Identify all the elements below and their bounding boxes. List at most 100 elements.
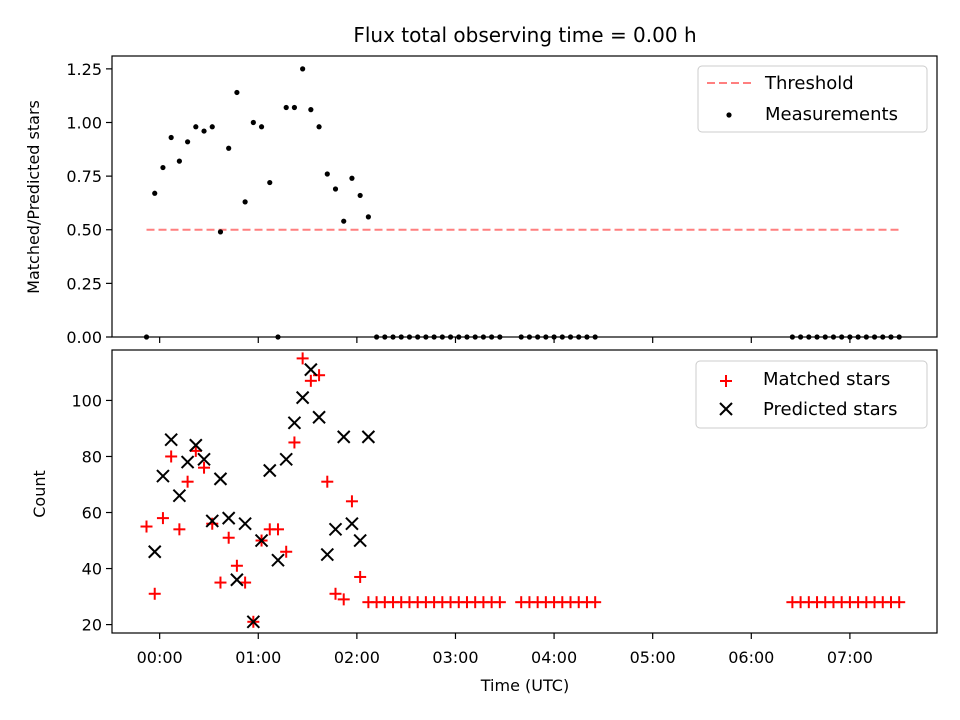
measurement-point bbox=[535, 334, 541, 340]
x-tick-label: 06:00 bbox=[728, 648, 774, 667]
predicted-star-point bbox=[197, 452, 211, 466]
predicted-star-point bbox=[172, 488, 187, 503]
measurement-point bbox=[592, 334, 598, 340]
bottom-y-axis-label: Count bbox=[30, 470, 49, 518]
measurement-point bbox=[201, 128, 207, 134]
predicted-star-stroke-b bbox=[337, 430, 351, 444]
measurement-point bbox=[160, 164, 166, 171]
threshold-legend-label: Threshold bbox=[764, 73, 854, 94]
measurement-point bbox=[806, 334, 812, 340]
predicted-star-point bbox=[263, 463, 277, 478]
measurement-point bbox=[316, 124, 322, 130]
y-tick-label: 80 bbox=[82, 447, 102, 466]
measurement-point bbox=[152, 190, 158, 196]
bottom-marks bbox=[140, 352, 906, 629]
measurement-point bbox=[250, 119, 256, 126]
measurement-point bbox=[332, 186, 339, 192]
measurement-point bbox=[291, 104, 298, 111]
measurement-point bbox=[489, 334, 495, 340]
bottom-plot-area bbox=[111, 349, 938, 634]
matched-star-point bbox=[893, 596, 906, 609]
measurement-point bbox=[267, 179, 273, 186]
predicted-star-point bbox=[287, 416, 302, 430]
bottom-legend: Matched stars Predicted stars bbox=[695, 360, 928, 429]
matched-star-point bbox=[329, 587, 342, 600]
measurement-point bbox=[373, 334, 380, 340]
predicted-star-stroke-b bbox=[230, 573, 244, 587]
measurement-point bbox=[168, 134, 174, 141]
predicted-star-stroke-b bbox=[213, 472, 228, 486]
predicted-star-stroke-b bbox=[279, 452, 293, 466]
predicted-star-point bbox=[328, 522, 343, 537]
measurements-legend-swatch bbox=[726, 112, 732, 118]
measurement-point bbox=[357, 192, 363, 199]
measurement-point bbox=[871, 334, 878, 340]
measurement-point bbox=[242, 199, 248, 205]
measurement-point bbox=[283, 104, 289, 111]
predicted-star-point bbox=[180, 455, 195, 469]
measurement-point bbox=[143, 334, 150, 340]
predicted-star-point bbox=[320, 547, 334, 562]
measurement-point bbox=[855, 334, 861, 340]
matched-star-point bbox=[156, 512, 169, 525]
predicted-star-point bbox=[254, 533, 269, 548]
predicted-star-point bbox=[271, 553, 285, 567]
predicted-star-stroke-b bbox=[295, 390, 310, 405]
predicted-star-point bbox=[304, 362, 318, 377]
x-tick-label: 02:00 bbox=[334, 648, 380, 667]
y-tick-label: 0.75 bbox=[66, 167, 102, 186]
predicted-star-stroke-b bbox=[312, 410, 326, 424]
predicted-star-stroke-b bbox=[197, 452, 211, 466]
top-y-axis-label: Matched/Predicted stars bbox=[24, 100, 43, 294]
measurement-point bbox=[226, 145, 232, 151]
measurement-point bbox=[209, 124, 215, 130]
measurement-point bbox=[480, 334, 487, 340]
measurement-point bbox=[447, 334, 454, 340]
top-marks bbox=[143, 66, 902, 340]
predicted-star-stroke-b bbox=[221, 511, 236, 525]
matched-star-point bbox=[493, 596, 506, 609]
measurement-point bbox=[308, 107, 314, 113]
measurement-point bbox=[543, 334, 549, 340]
y-tick-label: 20 bbox=[82, 616, 102, 635]
measurement-point bbox=[584, 334, 590, 340]
y-tick-label: 0.25 bbox=[66, 274, 102, 293]
matched-star-point bbox=[189, 444, 202, 457]
matched-star-point bbox=[148, 587, 161, 600]
measurement-point bbox=[300, 66, 306, 72]
measurement-point bbox=[390, 334, 396, 340]
y-tick-label: 100 bbox=[71, 391, 102, 410]
predicted-star-stroke-b bbox=[263, 463, 277, 478]
x-tick-label: 00:00 bbox=[137, 648, 183, 667]
predicted-legend-swatch bbox=[719, 402, 733, 416]
measurement-point bbox=[439, 334, 445, 340]
measurement-point bbox=[258, 124, 265, 130]
predicted-star-point bbox=[312, 410, 326, 424]
predicted-star-stroke-b bbox=[246, 615, 261, 629]
measurement-point bbox=[839, 334, 845, 340]
predicted-legend-label: Predicted stars bbox=[763, 399, 897, 420]
top-plot-area bbox=[111, 55, 938, 338]
measurement-point bbox=[382, 334, 388, 340]
predicted-star-point bbox=[164, 432, 178, 447]
measurement-point bbox=[275, 334, 281, 340]
x-axis-label: Time (UTC) bbox=[480, 676, 569, 695]
predicted-star-stroke-b bbox=[254, 533, 269, 548]
measurement-point bbox=[234, 89, 240, 96]
measurement-point bbox=[814, 334, 820, 340]
top-y-ticks: 0.00 0.25 0.50 0.75 1.00 1.25 bbox=[66, 60, 112, 347]
predicted-star-stroke-b bbox=[205, 514, 219, 528]
matched-star-point bbox=[589, 596, 602, 609]
measurement-point bbox=[888, 334, 894, 340]
measurement-point bbox=[559, 334, 565, 340]
bottom-y-ticks: 20 40 60 80 100 bbox=[71, 391, 112, 635]
measurement-point bbox=[217, 229, 224, 235]
predicted-star-stroke-b bbox=[164, 432, 178, 447]
matched-star-point bbox=[173, 523, 186, 536]
predicted-star-point bbox=[353, 533, 367, 548]
measurement-point bbox=[193, 124, 199, 130]
y-tick-label: 0.00 bbox=[66, 328, 102, 347]
measurement-point bbox=[576, 334, 582, 340]
measurement-point bbox=[341, 218, 347, 224]
predicted-star-stroke-b bbox=[345, 517, 359, 531]
